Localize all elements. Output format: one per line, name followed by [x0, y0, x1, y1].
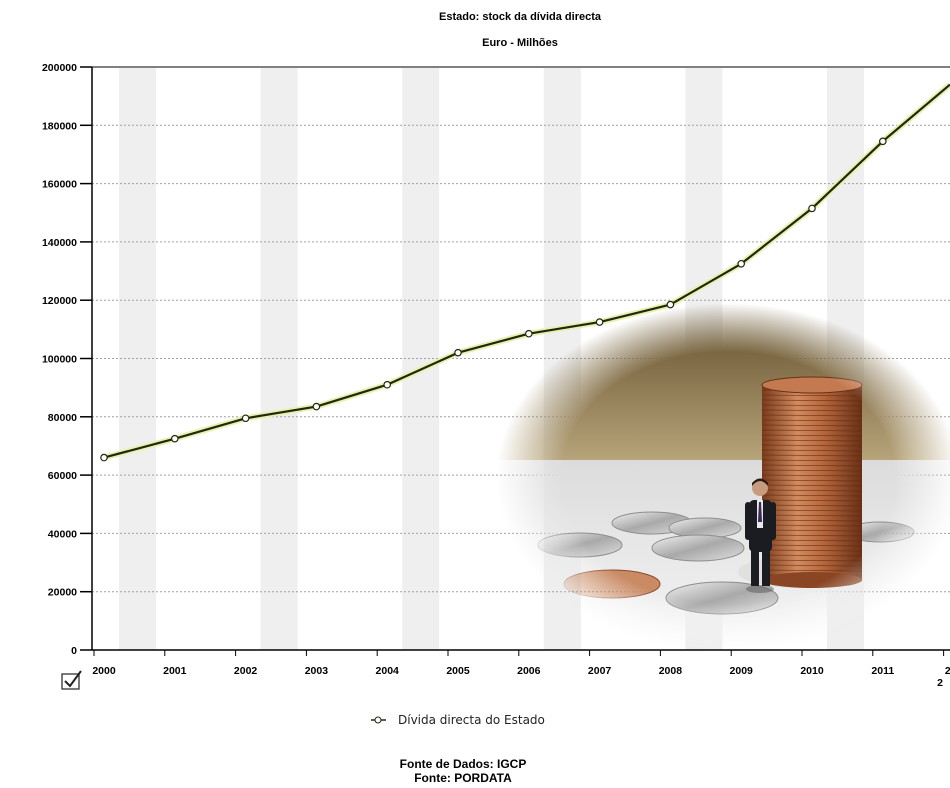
- coins-photo-illustration: [490, 300, 950, 660]
- y-tick-label: 0: [71, 645, 77, 657]
- x-tick-label: 2000: [92, 665, 116, 677]
- series-toggle-checkbox[interactable]: [61, 670, 82, 690]
- data-point[interactable]: [383, 380, 392, 389]
- data-point[interactable]: [100, 453, 108, 462]
- x-axis-ticks: 2000 2001 2002 2003 2004 2005 2006 2007 2008 2009…: [92, 650, 950, 677]
- y-tick-label: 80000: [48, 412, 77, 424]
- coin-stack: [761, 376, 863, 588]
- y-tick-label: 180000: [42, 120, 77, 132]
- data-point[interactable]: [595, 318, 604, 326]
- x-tick-label: 201: [945, 665, 950, 677]
- data-point[interactable]: [666, 300, 675, 309]
- data-point[interactable]: [312, 402, 321, 411]
- y-tick-label: 160000: [42, 179, 77, 191]
- data-point[interactable]: [808, 204, 816, 213]
- y-tick-label: 120000: [42, 295, 77, 307]
- x-tick-label-extra: 2: [937, 677, 943, 689]
- y-tick-label: 200000: [42, 62, 77, 74]
- legend-point-marker: [374, 716, 382, 724]
- x-tick-label: 2006: [517, 665, 541, 677]
- legend[interactable]: Dívida directa do Estado: [371, 713, 545, 727]
- series-layer: [100, 82, 950, 462]
- chart-subtitle: Euro - Milhões: [482, 37, 558, 49]
- x-tick-label: 2004: [376, 665, 400, 677]
- x-tick-label: 2007: [588, 665, 612, 677]
- data-point[interactable]: [737, 259, 746, 268]
- x-tick-label: 2009: [730, 665, 754, 677]
- x-tick-label: 2003: [305, 665, 329, 677]
- data-point[interactable]: [241, 414, 250, 423]
- y-axis-ticks: 0 20000 40000 60000 80000 100000 120000 140000 1…: [42, 62, 92, 657]
- businessman-figure: [745, 478, 776, 593]
- x-tick-label: 2002: [234, 665, 258, 677]
- x-tick-label: 2001: [163, 665, 187, 677]
- y-tick-label: 40000: [48, 528, 77, 540]
- x-tick-label: 2011: [871, 665, 894, 677]
- x-tick-label: 2008: [659, 665, 683, 677]
- x-tick-label: 2005: [446, 665, 470, 677]
- data-point[interactable]: [454, 348, 462, 357]
- chart-title: Estado: stock da dívida directa: [439, 11, 602, 23]
- column-band: [260, 68, 298, 650]
- y-tick-label: 60000: [48, 470, 77, 482]
- y-tick-label: 100000: [42, 354, 77, 366]
- data-point[interactable]: [524, 329, 533, 338]
- y-tick-label: 20000: [48, 587, 77, 599]
- checkmark-icon: [64, 670, 82, 688]
- data-point[interactable]: [171, 434, 179, 443]
- legend-label: Dívida directa do Estado: [398, 713, 545, 727]
- data-point[interactable]: [878, 137, 887, 146]
- source-label: Fonte: PORDATA: [414, 771, 512, 785]
- x-tick-label: 2010: [800, 665, 824, 677]
- source-data-label: Fonte de Dados: IGCP: [400, 757, 527, 771]
- y-tick-label: 140000: [42, 237, 77, 249]
